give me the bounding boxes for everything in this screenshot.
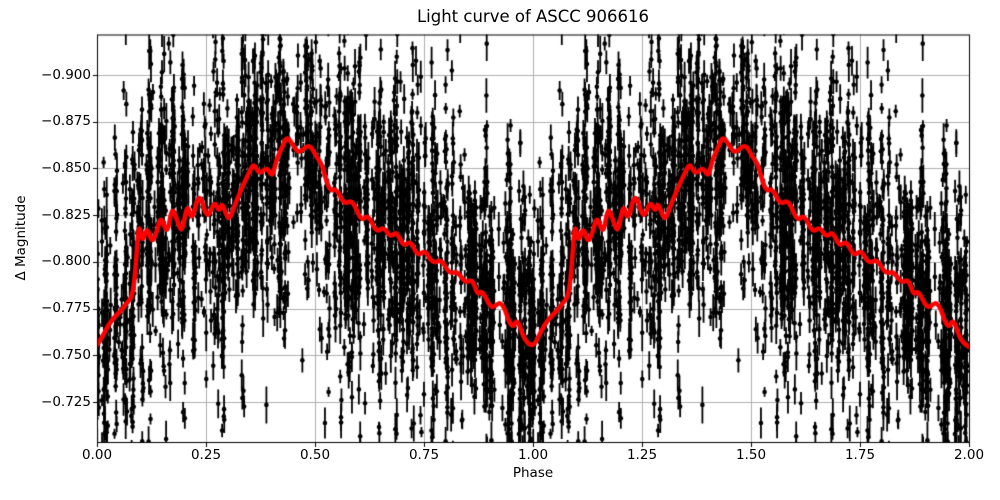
x-tick-label: 0.50 — [299, 447, 331, 463]
y-tick-label: −0.900 — [41, 66, 91, 83]
x-tick-label: 1.50 — [735, 447, 767, 463]
x-tick-label: 0.75 — [408, 447, 440, 463]
y-tick-label: −0.750 — [41, 346, 91, 363]
x-tick-label: 1.25 — [626, 447, 658, 463]
x-tick-label: 0.25 — [190, 447, 222, 463]
chart-title: Light curve of ASCC 906616 — [416, 7, 650, 26]
x-tick-label: 1.75 — [844, 447, 876, 463]
y-tick-label: −0.725 — [41, 393, 91, 410]
x-tick-label: 1.00 — [517, 447, 549, 463]
x-tick-label: 0.00 — [81, 447, 113, 463]
y-tick-label: −0.850 — [41, 159, 91, 176]
y-tick-label: −0.800 — [41, 253, 91, 270]
x-axis-label: Phase — [512, 465, 554, 481]
y-tick-label: −0.825 — [41, 206, 91, 223]
y-tick-label: −0.775 — [41, 300, 91, 317]
y-tick-label: −0.875 — [41, 113, 91, 130]
x-tick-label: 2.00 — [953, 447, 985, 463]
